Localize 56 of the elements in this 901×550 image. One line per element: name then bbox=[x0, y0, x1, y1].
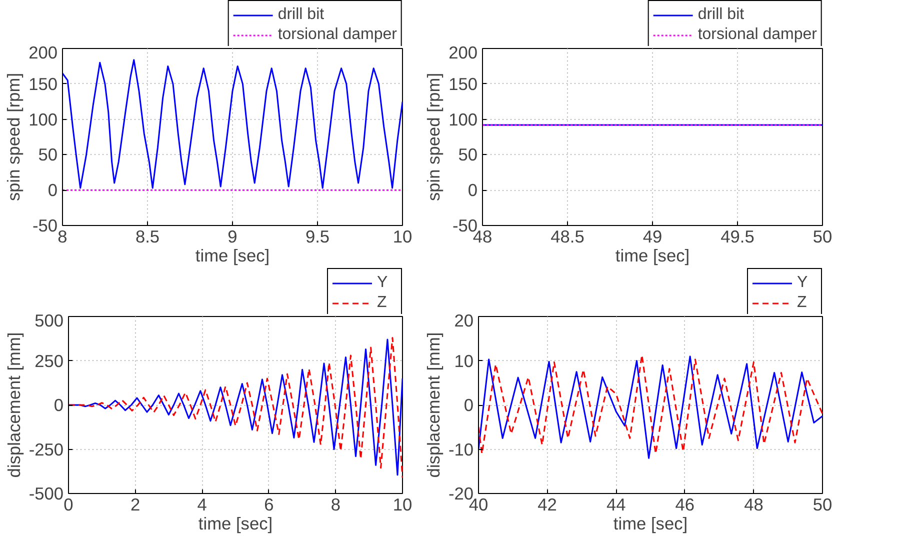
y-tick-label: -250 bbox=[28, 439, 64, 460]
y-tick-label: 150 bbox=[448, 74, 478, 94]
y-axis-title: displacement [mm] bbox=[4, 332, 24, 478]
x-tick-label: 42 bbox=[538, 494, 557, 514]
x-tick-label: 9.5 bbox=[305, 226, 330, 246]
legend-label: drill bit bbox=[698, 6, 744, 24]
legend-label: drill bit bbox=[278, 6, 324, 24]
x-tick-label: 10 bbox=[392, 226, 412, 246]
x-tick-label: 2 bbox=[130, 494, 140, 514]
x-axis-title: time [sec] bbox=[615, 246, 690, 266]
x-tick-label: 44 bbox=[606, 494, 626, 514]
x-tick-label: 8.5 bbox=[135, 226, 160, 246]
x-tick-label: 9 bbox=[228, 226, 238, 246]
x-tick-label: 4 bbox=[197, 494, 208, 514]
legend-label: torsional damper bbox=[278, 26, 397, 44]
x-axis-title: time [sec] bbox=[613, 514, 688, 534]
y-axis-title: displacement [mm] bbox=[423, 332, 444, 478]
legend-label: Z bbox=[797, 294, 808, 312]
x-tick-label: 49 bbox=[642, 226, 662, 246]
x-tick-label: 48 bbox=[744, 494, 764, 514]
x-tick-label: 49.5 bbox=[720, 226, 754, 246]
y-axis-title: spin speed [rpm] bbox=[4, 72, 24, 202]
x-tick-label: 46 bbox=[675, 494, 695, 514]
y-tick-label: 250 bbox=[34, 350, 64, 371]
y-tick-label: 100 bbox=[28, 109, 58, 130]
y-tick-label: 10 bbox=[454, 350, 474, 371]
x-tick-label: 50 bbox=[812, 494, 832, 514]
x-tick-label: 8 bbox=[58, 226, 68, 246]
x-tick-label: 10 bbox=[392, 494, 412, 514]
legend-label: Y bbox=[797, 274, 809, 292]
y-tick-label: 0 bbox=[48, 180, 58, 200]
y-tick-label: -50 bbox=[32, 216, 58, 236]
y-tick-label: 100 bbox=[448, 109, 478, 130]
y-tick-label: -10 bbox=[448, 439, 474, 460]
y-tick-label: 0 bbox=[468, 180, 478, 200]
y-tick-label: 200 bbox=[28, 42, 58, 62]
y-tick-label: 0 bbox=[54, 395, 64, 415]
y-axis-title: spin speed [rpm] bbox=[424, 72, 444, 202]
y-tick-label: 20 bbox=[454, 310, 474, 330]
y-tick-label: 200 bbox=[448, 42, 478, 62]
legend-label: Z bbox=[377, 294, 388, 312]
x-tick-label: 48.5 bbox=[550, 226, 584, 246]
y-tick-label: 50 bbox=[458, 144, 478, 165]
legend-label: torsional damper bbox=[698, 26, 817, 44]
x-axis-title: time [sec] bbox=[198, 514, 273, 534]
y-tick-label: 500 bbox=[34, 310, 64, 330]
y-tick-label: -500 bbox=[28, 484, 64, 504]
y-tick-label: 50 bbox=[38, 144, 58, 165]
x-tick-label: 6 bbox=[264, 494, 274, 514]
x-tick-label: 8 bbox=[330, 494, 341, 514]
y-tick-label: 150 bbox=[28, 74, 58, 94]
x-tick-label: 50 bbox=[812, 226, 832, 246]
line-series bbox=[62, 59, 402, 189]
legend-label: Y bbox=[377, 274, 389, 292]
y-tick-label: 0 bbox=[464, 395, 474, 415]
x-axis-title: time [sec] bbox=[195, 246, 270, 266]
